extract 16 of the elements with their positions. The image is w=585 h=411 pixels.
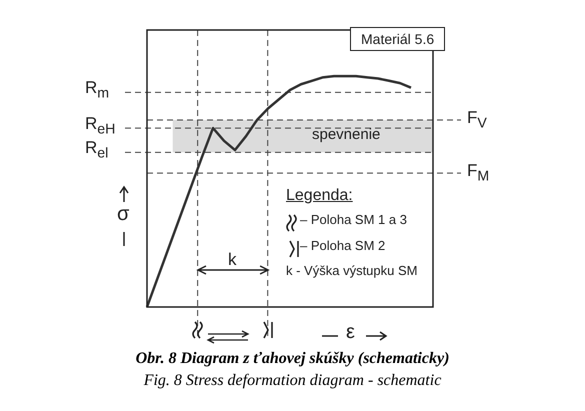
text: Fig. 8 Stress deformation diagram - schematic [142, 372, 442, 390]
ref-line-label: R$_{eH}$ [85, 114, 116, 138]
annotation: Legenda: [286, 187, 353, 205]
annotation: k [228, 250, 236, 270]
text: Obr. 8 Diagram z ťahovej skúšky (schematicky) [134, 350, 450, 368]
y-axis-title: σ [117, 203, 130, 226]
annotation: k - Výška výstupku SM [286, 263, 418, 278]
band-label: spevnenie [312, 126, 380, 144]
ref-line-label: F$_{V}$ [467, 108, 487, 132]
x-axis-title: ε [346, 321, 355, 344]
ref-line-label: R$_{el}$ [85, 138, 108, 162]
ref-line-label: F$_{M}$ [467, 161, 490, 184]
annotation: – Poloha SM 1 a 3 [300, 212, 407, 227]
ref-line-label: R$_{m}$ [85, 78, 110, 102]
annotation: – Poloha SM 2 [300, 238, 386, 253]
text: Materiál 5.6 [350, 27, 446, 51]
